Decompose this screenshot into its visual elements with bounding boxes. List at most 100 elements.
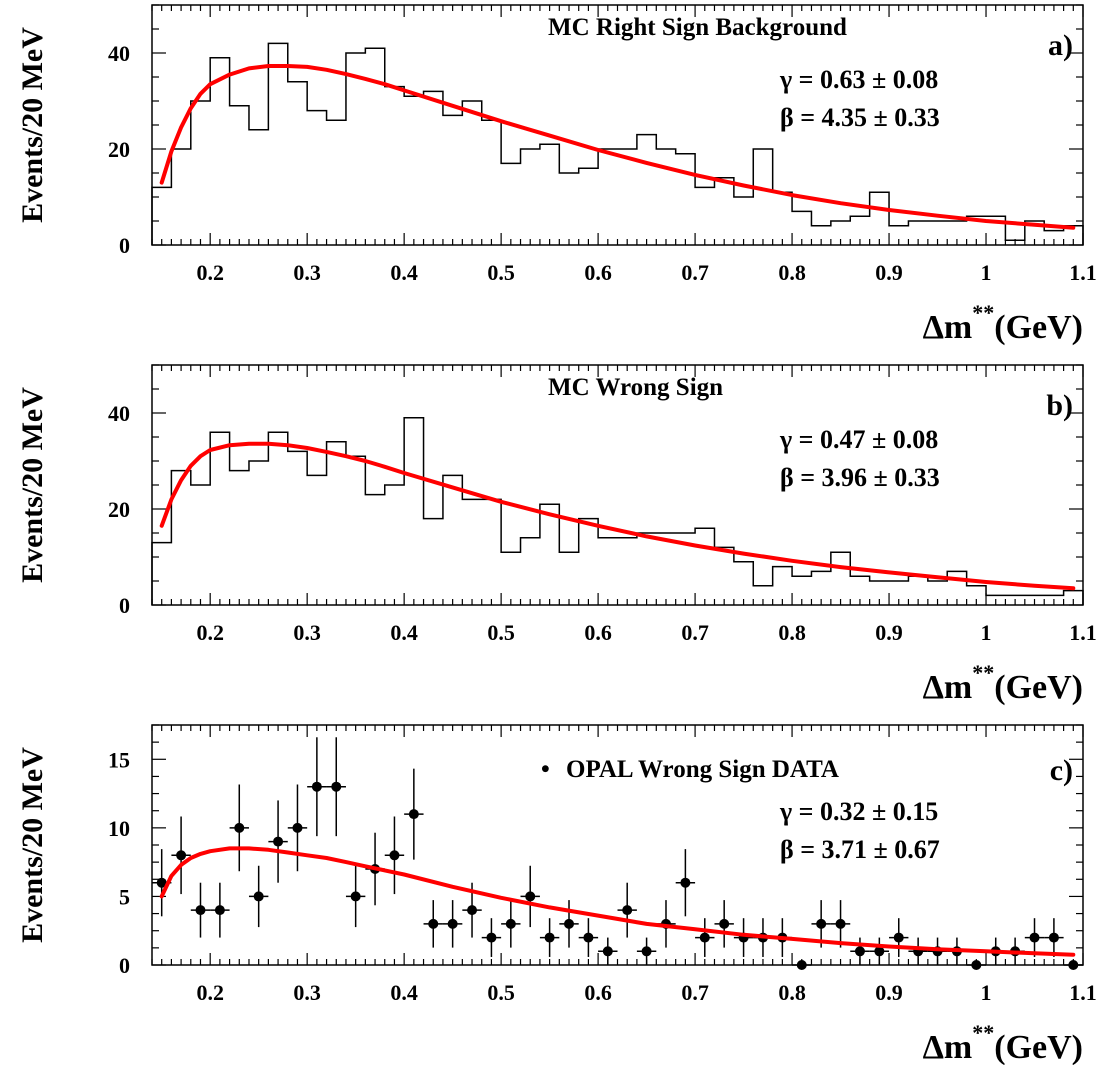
histogram-bin [928, 221, 947, 245]
x-axis-label: Δm**(GeV) [923, 660, 1083, 706]
x-tick-label: 1.1 [1069, 260, 1097, 285]
histogram-bin [424, 91, 443, 245]
histogram-bin [889, 581, 908, 605]
data-point [210, 882, 230, 938]
histogram-bin [947, 571, 966, 605]
histogram-bin [424, 519, 443, 605]
histogram-bin [870, 581, 889, 605]
histogram-bin [870, 192, 889, 245]
histogram-bin [404, 418, 423, 605]
data-marker [874, 946, 885, 957]
x-tick-label: 0.2 [196, 620, 224, 645]
x-tick-label: 0.4 [390, 980, 418, 1005]
histogram-bin [598, 538, 617, 605]
histogram-bin [521, 149, 540, 245]
histogram-outline [151, 42, 1084, 245]
data-point [850, 937, 870, 965]
x-axis-label: Δm**(GeV) [923, 1020, 1083, 1065]
x-tick-label: 0.9 [875, 260, 903, 285]
data-point [190, 882, 211, 938]
data-marker [602, 946, 613, 957]
fit-param-gamma: γ = 0.47 ± 0.08 [779, 425, 938, 454]
data-point [1024, 918, 1045, 957]
histogram-bin [792, 211, 811, 245]
histogram-bin [656, 149, 675, 245]
histogram-bin [811, 571, 830, 605]
data-marker [467, 905, 478, 916]
data-marker [796, 960, 807, 970]
data-point [481, 918, 502, 957]
data-marker [311, 781, 322, 792]
histogram-bin [753, 149, 772, 245]
data-point [733, 918, 754, 957]
histogram-bin [967, 586, 986, 605]
data-point [1063, 960, 1083, 970]
x-axis-label-superscript: ** [972, 1020, 994, 1045]
histogram-bin [482, 120, 501, 245]
x-tick-label: 0.2 [196, 980, 224, 1005]
data-point [442, 900, 463, 948]
x-tick-label: 0.7 [681, 260, 709, 285]
data-point [384, 816, 405, 895]
data-marker [447, 918, 458, 929]
data-point [539, 918, 560, 957]
panel-label: a) [1048, 29, 1073, 62]
data-point [268, 800, 288, 883]
panel-label: b) [1046, 389, 1073, 422]
data-marker [1048, 932, 1059, 943]
panel-b: 0.2 0.3 0.4 0.5 0.6 0.7 0.8 0.9 1 1.1 0 20 40 Events/… [16, 364, 1097, 706]
data-point [404, 768, 424, 860]
x-tick-label: 0.5 [487, 980, 515, 1005]
histogram-bin [462, 499, 481, 605]
data-marker [719, 918, 730, 929]
x-tick-label: 0.3 [293, 620, 321, 645]
histogram-bin [908, 576, 927, 605]
y-tick-label: 40 [108, 41, 130, 66]
histogram-bin [191, 101, 210, 245]
x-tick-label: 0.5 [487, 620, 515, 645]
x-tick-label: 0.6 [584, 980, 612, 1005]
data-point [830, 900, 851, 948]
data-marker [234, 822, 245, 833]
data-marker [971, 960, 982, 970]
histogram-bin [249, 130, 268, 245]
histogram-bin [986, 595, 1005, 605]
histogram-bin [346, 53, 365, 245]
panel-title: MC Right Sign Background [548, 14, 847, 41]
fit-curve [159, 441, 1076, 591]
data-point [889, 918, 909, 957]
data-point [695, 918, 715, 957]
data-marker [408, 809, 419, 820]
data-marker [195, 905, 206, 916]
x-axis-label-symbol: Δm [923, 1029, 973, 1065]
y-axis-label: Events/20 MeV [16, 387, 49, 583]
histogram-bin [1044, 595, 1063, 605]
y-tick-label: 0 [119, 233, 130, 258]
data-point [714, 900, 734, 948]
histogram-bin [540, 504, 559, 605]
data-point [792, 960, 812, 970]
y-tick-label: 5 [119, 884, 130, 909]
x-tick-label: 0.6 [584, 620, 612, 645]
histogram-bin [230, 106, 249, 245]
histogram-bin [831, 221, 850, 245]
data-marker [1029, 932, 1040, 943]
data-marker [641, 946, 652, 957]
data-point [908, 937, 928, 965]
histogram-bin [385, 87, 404, 245]
histogram-bin [792, 576, 811, 605]
histogram-bin [268, 432, 287, 605]
histogram-bin [443, 115, 462, 245]
x-axis-label-superscript: ** [972, 300, 994, 325]
y-tick-label: 20 [108, 497, 130, 522]
histogram-bin [947, 221, 966, 245]
histogram-bin [288, 82, 307, 245]
histogram-bin [695, 187, 714, 245]
histogram-bin [579, 519, 598, 605]
histogram-bin [540, 144, 559, 245]
histogram-bin [637, 533, 656, 605]
histogram-bin [346, 456, 365, 605]
histogram-bin [1005, 595, 1024, 605]
data-point [229, 784, 249, 872]
data-marker [389, 850, 400, 861]
